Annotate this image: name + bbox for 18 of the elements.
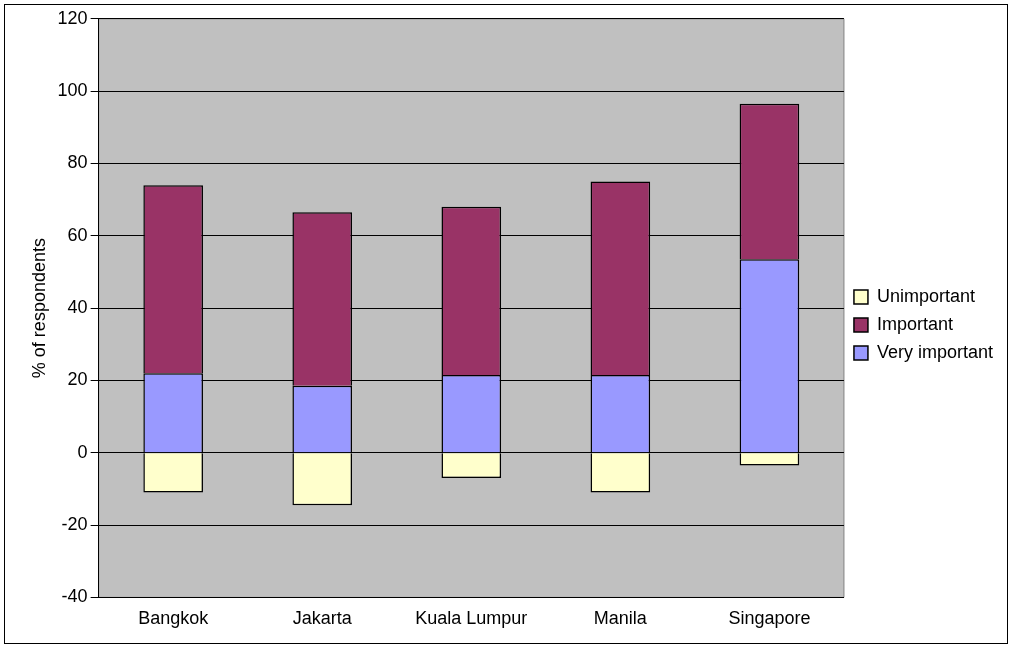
- x-tick-label: Kuala Lumpur: [415, 608, 528, 629]
- y-tick-label: 20: [67, 369, 88, 390]
- y-tick-label: 100: [57, 80, 88, 101]
- y-tick-label: 60: [67, 224, 88, 245]
- legend-label: Unimportant: [876, 285, 975, 306]
- y-tick-label: 80: [67, 152, 88, 173]
- x-tick-label: Bangkok: [138, 608, 210, 629]
- y-axis-title: % of respondents: [28, 238, 49, 379]
- y-tick-label: 0: [77, 441, 88, 462]
- y-tick-label: 40: [67, 297, 88, 318]
- y-tick-label: 120: [57, 7, 88, 28]
- legend-label: Important: [876, 313, 953, 334]
- legend-label: Very important: [876, 341, 994, 362]
- y-tick-label: -20: [61, 514, 88, 535]
- x-tick-label: Jakarta: [292, 608, 353, 629]
- x-tick-label: Manila: [593, 608, 648, 629]
- x-tick-label: Singapore: [728, 608, 811, 629]
- y-tick-label: -40: [61, 586, 88, 607]
